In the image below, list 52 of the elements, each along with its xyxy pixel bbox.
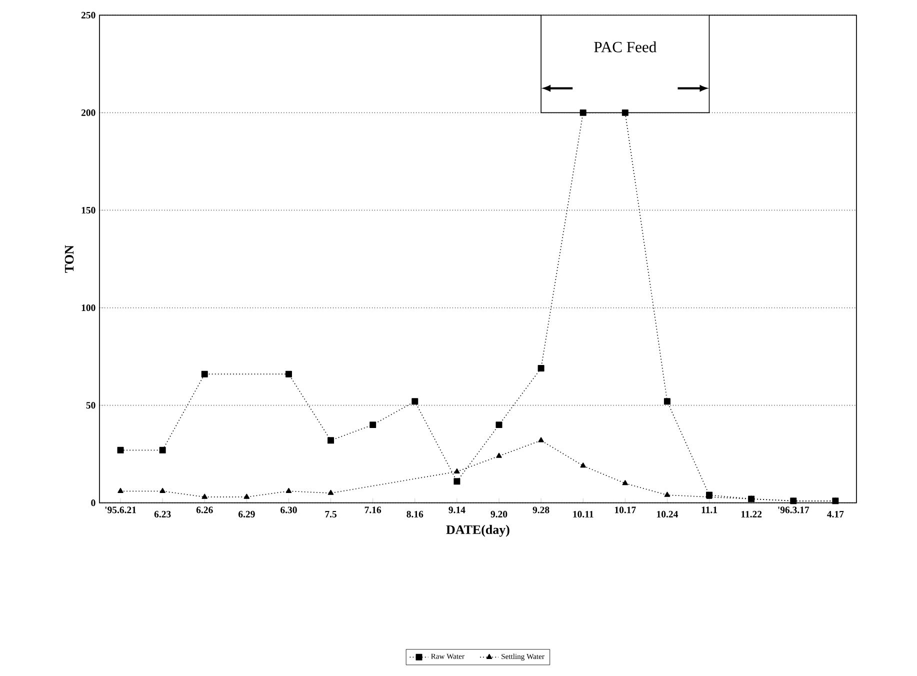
point <box>496 422 502 428</box>
y-tick-label: 0 <box>91 500 96 506</box>
point <box>328 490 334 495</box>
point <box>117 446 124 454</box>
band-label: PAC Feed <box>594 41 656 52</box>
point <box>580 110 586 116</box>
point <box>328 437 334 444</box>
point <box>580 462 586 468</box>
point <box>454 478 460 485</box>
y-axis-title: TON <box>64 245 74 273</box>
x-axis-title: DATE(day) <box>446 524 510 537</box>
x-tick-label: 6.30 <box>280 506 297 514</box>
x-tick-label: 7.5 <box>325 511 337 518</box>
point <box>622 480 628 486</box>
point <box>412 398 418 405</box>
x-tick-label: 10.17 <box>614 506 636 514</box>
y-tick-label: 50 <box>86 402 96 409</box>
x-tick-label: '95.6.21 <box>105 506 136 514</box>
point <box>664 398 670 405</box>
x-tick-label: '96.3.17 <box>778 506 810 514</box>
x-tick-label: 4.17 <box>827 511 844 518</box>
x-tick-label: 9.20 <box>490 510 508 518</box>
point <box>454 468 460 474</box>
x-tick-label: 6.26 <box>196 506 213 514</box>
y-tick-label: 100 <box>82 304 96 312</box>
point <box>160 488 166 494</box>
point <box>538 437 544 442</box>
x-tick-label: 10.24 <box>657 510 678 518</box>
x-tick-label: 6.23 <box>154 510 171 518</box>
x-tick-label: 8.16 <box>406 510 424 518</box>
point <box>622 110 628 116</box>
x-tick-label: 11.1 <box>702 506 718 514</box>
point <box>244 494 250 499</box>
x-tick-label: 9.28 <box>532 506 550 514</box>
point <box>286 488 292 494</box>
x-tick-label: 9.14 <box>448 506 466 514</box>
point <box>538 365 544 372</box>
point <box>370 422 376 428</box>
y-tick-label: 200 <box>81 109 96 116</box>
point <box>285 370 292 378</box>
point <box>159 446 166 454</box>
x-tick-label: 7.16 <box>364 506 382 514</box>
point <box>118 488 124 494</box>
point <box>664 492 670 497</box>
y-tick-label: 250 <box>81 12 96 18</box>
x-tick-label: 6.29 <box>238 510 255 518</box>
x-tick-label: 11.22 <box>741 510 762 518</box>
x-tick-label: 10.11 <box>573 510 594 518</box>
point <box>202 494 208 499</box>
y-tick-label: 150 <box>82 206 96 214</box>
point <box>496 452 502 458</box>
point <box>201 370 208 378</box>
